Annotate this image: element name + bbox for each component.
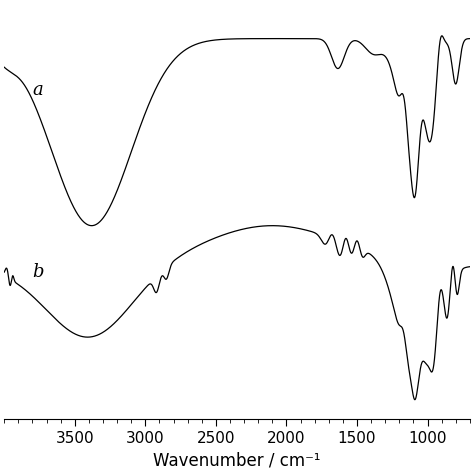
Text: a: a: [32, 81, 43, 99]
Text: b: b: [32, 263, 44, 281]
X-axis label: Wavenumber / cm⁻¹: Wavenumber / cm⁻¹: [153, 452, 321, 470]
